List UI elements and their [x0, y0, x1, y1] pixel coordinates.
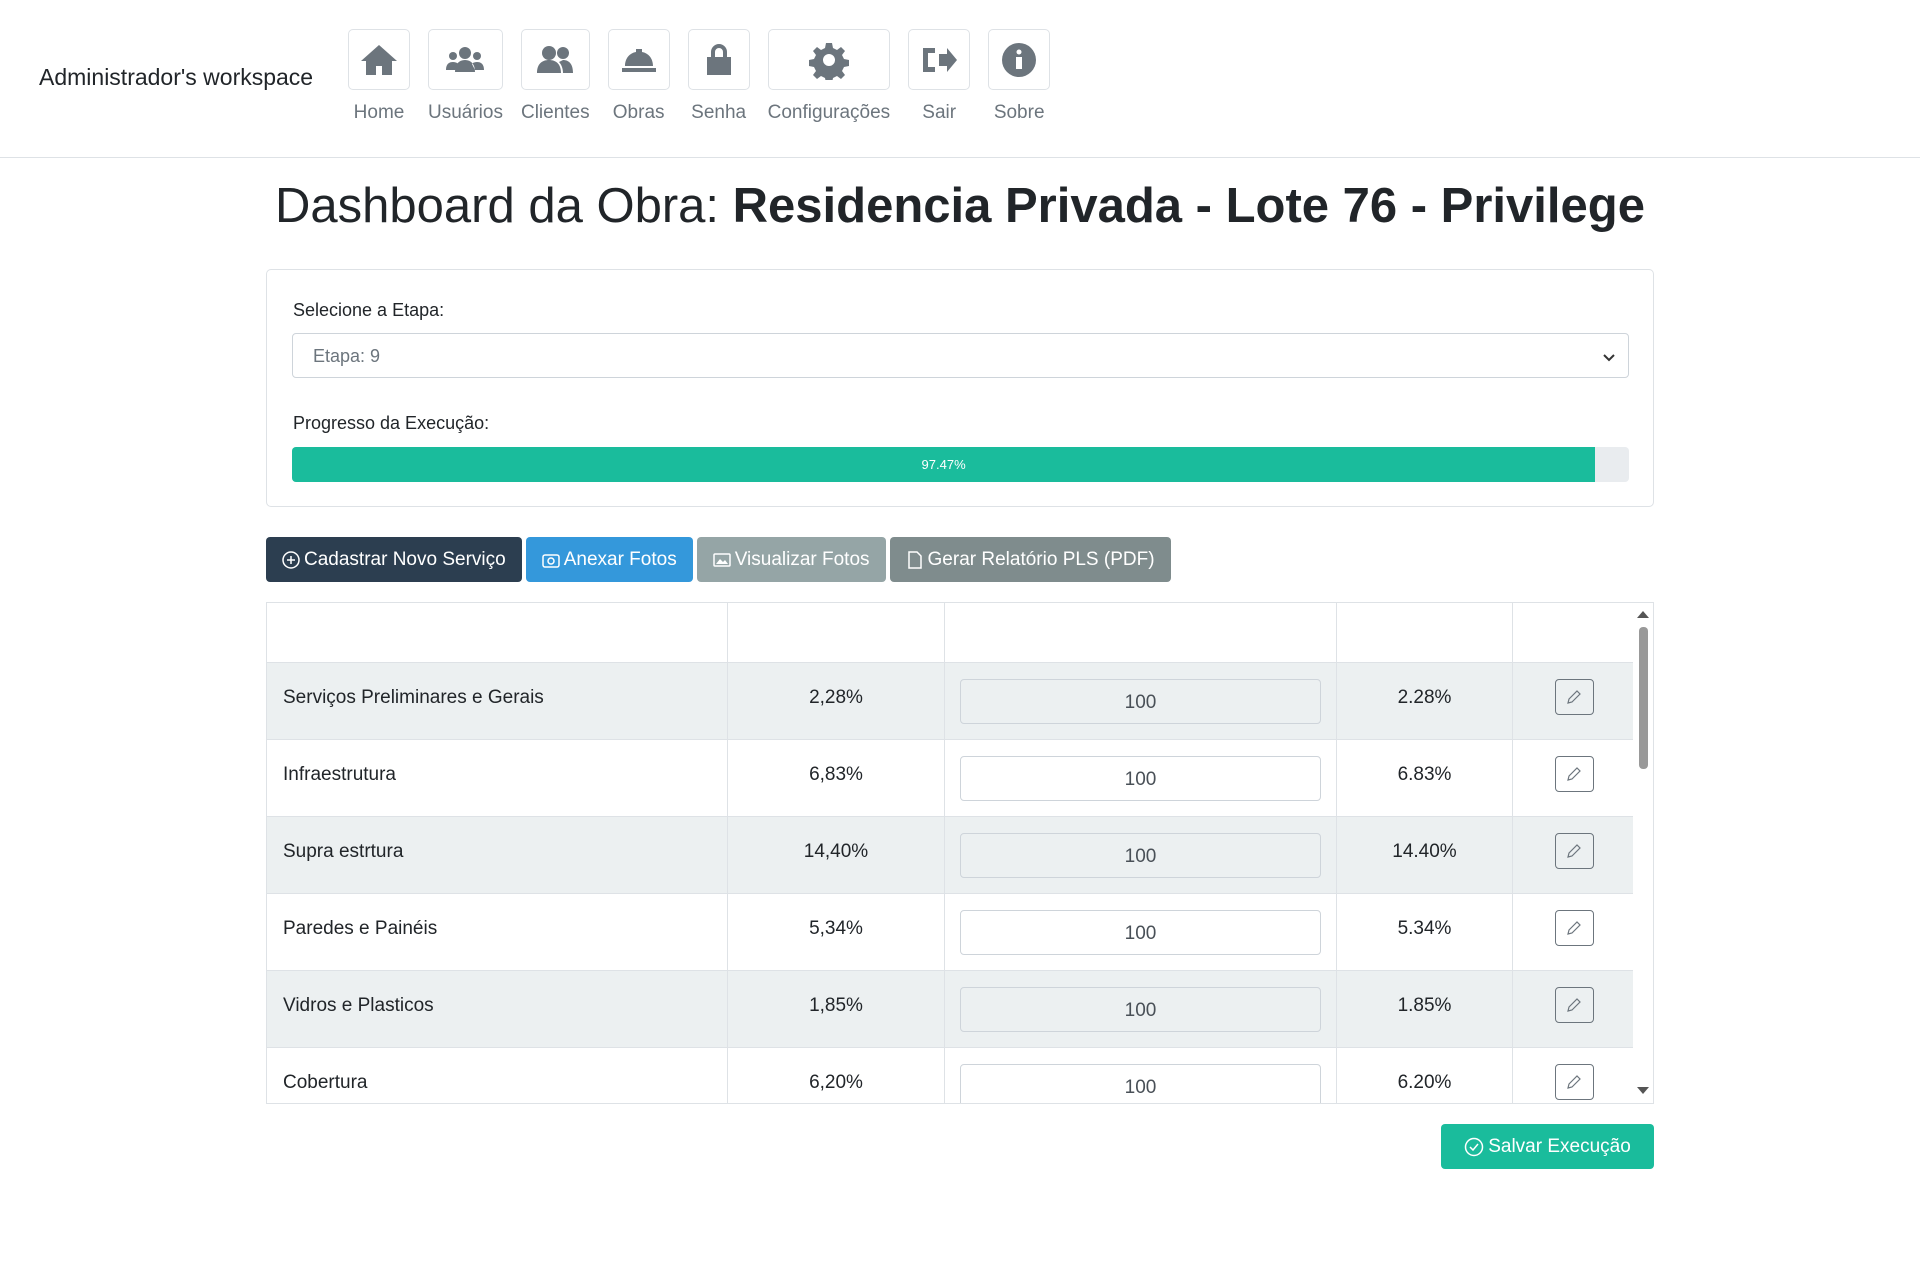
nav-label: Clientes	[520, 102, 590, 123]
nav-label: Obras	[612, 102, 665, 123]
input[interactable]: 100	[960, 910, 1321, 955]
cell: 14,40%	[728, 817, 945, 893]
cell: 100	[945, 1048, 1337, 1103]
cell: 6.20%	[1337, 1048, 1513, 1103]
header: Administrador's workspace Home Usuários …	[0, 0, 1920, 158]
progress-fill: 97.47%	[292, 447, 1596, 482]
cell: 100	[945, 740, 1337, 816]
edit-button[interactable]	[1554, 833, 1594, 869]
input[interactable]: 100	[960, 1064, 1321, 1103]
table-row: Serviços Preliminares e Gerais 2,28% 100 2.…	[267, 663, 1635, 740]
cell	[1513, 663, 1635, 739]
edit-button[interactable]	[1554, 1064, 1594, 1100]
cell: Vidros e Plasticos	[267, 971, 728, 1047]
nav-item[interactable]: Clientes	[520, 29, 590, 124]
cell: 6.83%	[1337, 740, 1513, 816]
cell: 2,28%	[728, 663, 945, 739]
cell: Cobertura	[267, 1048, 728, 1103]
nav-item[interactable]: Senha	[687, 29, 750, 124]
page-title: Dashboard da Obra: Residencia Privada - …	[0, 178, 1920, 234]
cell: 14.40%	[1337, 817, 1513, 893]
cell: 100	[945, 663, 1337, 739]
cell: 6,83%	[728, 740, 945, 816]
table-row: Supra estrtura 14,40% 100 14.40%	[267, 817, 1635, 894]
nav-item[interactable]: Sair	[908, 29, 971, 124]
button[interactable]: Cadastrar Novo Serviço	[266, 537, 522, 582]
edit-button[interactable]	[1554, 987, 1594, 1023]
save-button[interactable]: Salvar Execução	[1441, 1124, 1654, 1169]
header-row	[267, 603, 1635, 663]
progress-bar: 97.47%	[292, 447, 1629, 482]
label: Progresso da Execução:	[293, 413, 490, 433]
cell: 1,85%	[728, 971, 945, 1047]
edit-button[interactable]	[1554, 910, 1594, 946]
cell: 5,34%	[728, 894, 945, 970]
cell: 5.34%	[1337, 894, 1513, 970]
button-label: Anexar Fotos	[563, 548, 677, 570]
cell	[1513, 894, 1635, 970]
table-row: Cobertura 6,20% 100 6.20%	[267, 1048, 1635, 1103]
select-value: Etapa: 9	[313, 346, 381, 366]
nav: Home Usuários Clientes Obras Senha Confi…	[348, 29, 1051, 124]
cell	[1513, 740, 1635, 816]
nav-item[interactable]: Configurações	[767, 29, 891, 124]
cell: Supra estrtura	[267, 817, 728, 893]
workspace-title: Administrador's workspace	[39, 64, 314, 90]
table-row: Vidros e Plasticos 1,85% 100 1.85%	[267, 971, 1635, 1048]
button[interactable]: Gerar Relatório PLS (PDF)	[889, 537, 1171, 582]
table-row: Infraestrutura 6,83% 100 6.83%	[267, 740, 1635, 817]
table: Serviços Preliminares e Gerais 2,28% 100 2.…	[266, 602, 1654, 1104]
button-label: Cadastrar Novo Serviço	[304, 548, 506, 570]
input[interactable]: 100	[960, 987, 1321, 1032]
title-name: Residencia Privada - Lote 76 - Privilege	[732, 179, 1645, 233]
toolbar: Cadastrar Novo Serviço Anexar Fotos Visu…	[266, 537, 1171, 582]
select[interactable]: Etapa: 9	[292, 333, 1629, 378]
nav-item[interactable]: Sobre	[988, 29, 1051, 124]
nav-label: Senha	[691, 102, 747, 123]
cell	[1513, 817, 1635, 893]
button[interactable]: Visualizar Fotos	[696, 537, 886, 582]
label: Selecione a Etapa:	[293, 300, 445, 320]
input[interactable]: 100	[960, 833, 1321, 878]
nav-label: Configurações	[767, 102, 891, 123]
cell: 100	[945, 971, 1337, 1047]
title-prefix: Dashboard da Obra:	[275, 179, 720, 233]
cell: Serviços Preliminares e Gerais	[267, 663, 728, 739]
nav-item[interactable]: Usuários	[428, 29, 503, 124]
cell: 100	[945, 817, 1337, 893]
nav-label: Usuários	[428, 102, 503, 123]
scrollbar[interactable]	[1633, 603, 1653, 1103]
cell	[1513, 971, 1635, 1047]
input[interactable]: 100	[960, 679, 1321, 724]
card: Selecione a Etapa: Etapa: 9 Progresso da…	[266, 269, 1654, 507]
table-row: Paredes e Painéis 5,34% 100 5.34%	[267, 894, 1635, 971]
nav-item[interactable]: Home	[348, 29, 410, 124]
progress-label: 97.47%	[921, 457, 966, 472]
nav-label: Home	[353, 102, 405, 123]
nav-item[interactable]: Obras	[607, 29, 670, 124]
cell: 100	[945, 894, 1337, 970]
edit-button[interactable]	[1554, 679, 1594, 715]
button-label: Gerar Relatório PLS (PDF)	[927, 548, 1155, 570]
nav-label: Sair	[922, 102, 957, 123]
cell: Infraestrutura	[267, 740, 728, 816]
cell	[1513, 1048, 1635, 1103]
cell: 2.28%	[1337, 663, 1513, 739]
button-label: Salvar Execução	[1488, 1135, 1631, 1157]
cell: 1.85%	[1337, 971, 1513, 1047]
nav-label: Sobre	[993, 102, 1045, 123]
edit-button[interactable]	[1554, 756, 1594, 792]
cell: 6,20%	[728, 1048, 945, 1103]
button-label: Visualizar Fotos	[734, 548, 870, 570]
cell: Paredes e Painéis	[267, 894, 728, 970]
button[interactable]: Anexar Fotos	[525, 537, 693, 582]
input[interactable]: 100	[960, 756, 1321, 801]
